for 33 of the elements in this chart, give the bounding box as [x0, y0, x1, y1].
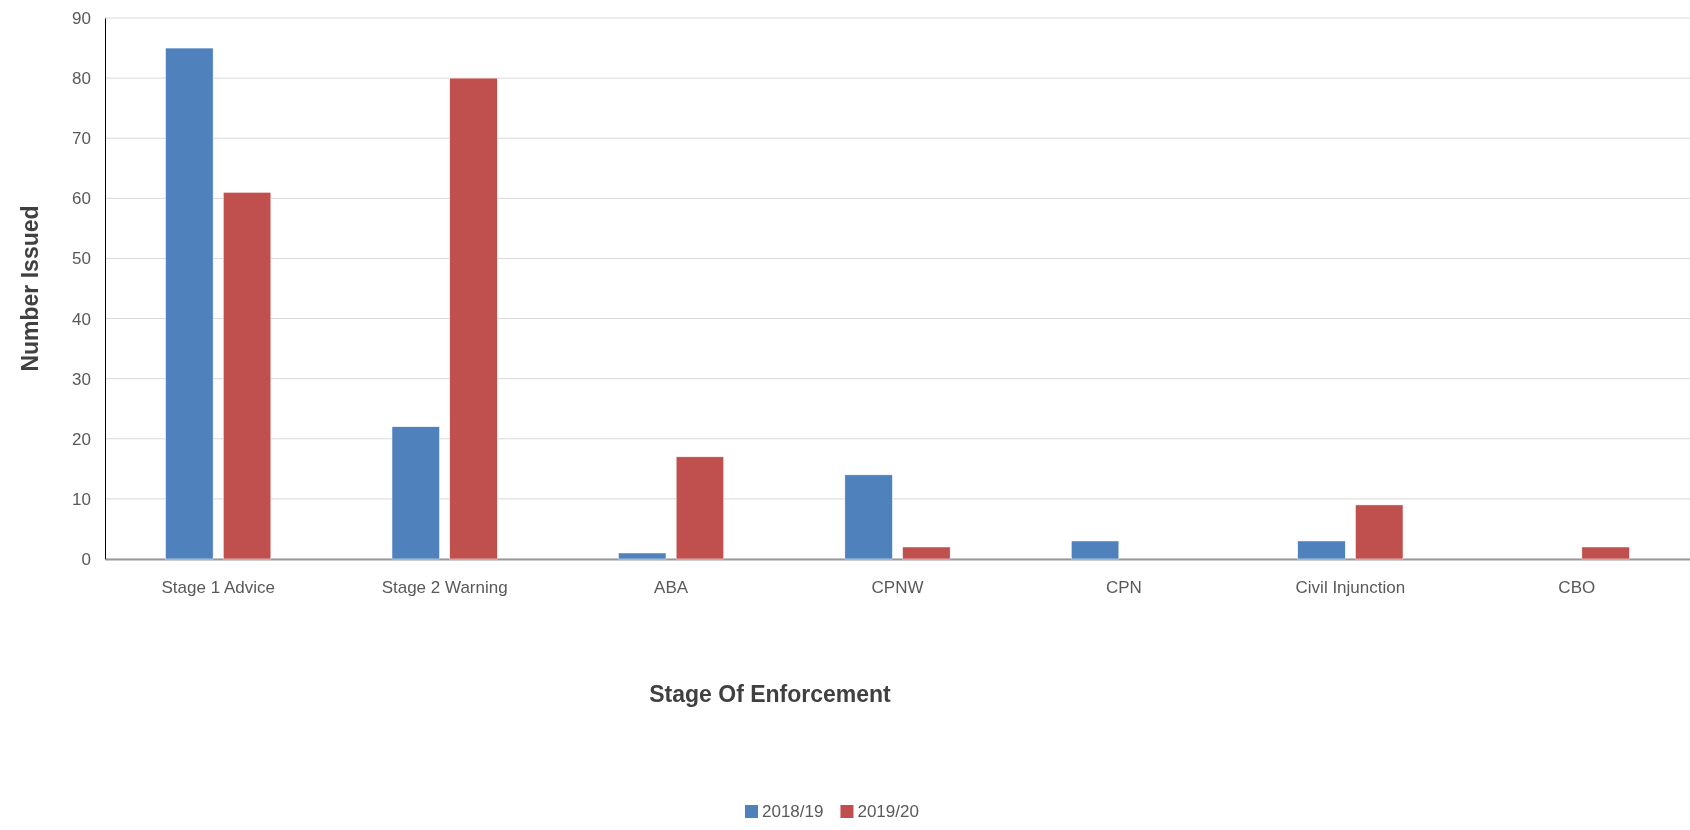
bar [902, 546, 951, 560]
x-tick-label: CBO [1558, 578, 1596, 598]
y-axis-title: Number Issued [17, 205, 43, 372]
x-tick-label: ABA [654, 578, 689, 598]
bar [1355, 504, 1404, 560]
y-tick-label: 60 [72, 189, 91, 209]
bar [1581, 546, 1630, 560]
bar [449, 77, 498, 560]
x-axis-title: Stage Of Enforcement [649, 681, 892, 707]
x-tick-label: Civil Injunction [1295, 578, 1406, 598]
bar [844, 474, 893, 560]
legend-label: 2018/19 [762, 802, 824, 821]
legend-label: 2019/20 [857, 802, 919, 821]
y-tick-label: 50 [72, 249, 91, 269]
bar [675, 456, 724, 560]
bar [618, 552, 667, 560]
bar [223, 192, 272, 560]
y-tick-label: 90 [72, 8, 91, 28]
x-tick-label: CPNW [871, 578, 924, 598]
bar [165, 47, 214, 560]
x-tick-label: CPN [1105, 578, 1142, 598]
bar [391, 426, 440, 560]
y-tick-label: 20 [72, 429, 91, 449]
y-tick-label: 10 [72, 489, 91, 509]
bar [1071, 540, 1120, 560]
y-tick-label: 70 [72, 129, 91, 149]
x-tick-label: Stage 1 Advice [161, 578, 275, 598]
x-tick-label: Stage 2 Warning [381, 578, 508, 598]
y-tick-label: 80 [72, 69, 91, 89]
bar [1297, 540, 1346, 560]
y-tick-label: 40 [72, 309, 91, 329]
y-tick-label: 30 [72, 369, 91, 389]
y-tick-label: 0 [81, 549, 91, 569]
